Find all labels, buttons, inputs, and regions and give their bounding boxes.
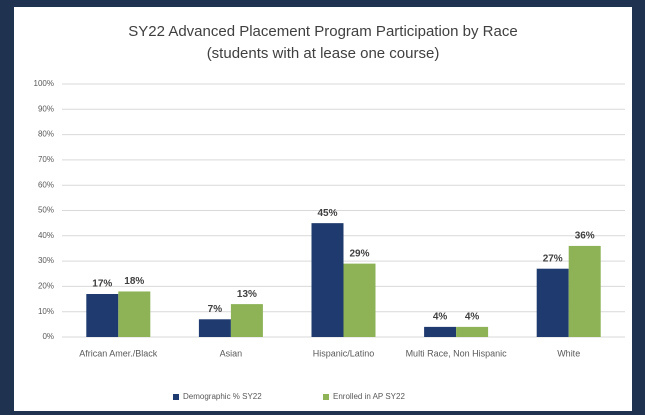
y-tick-label: 40% (38, 231, 54, 240)
y-tick-label: 100% (34, 79, 54, 88)
x-tick-label: Asian (220, 348, 243, 358)
bar (568, 245, 601, 337)
x-tick-label: Hispanic/Latino (313, 348, 375, 358)
y-tick-label: 10% (38, 307, 54, 316)
bar (536, 268, 569, 337)
value-label: 4% (433, 312, 448, 323)
bar (343, 263, 376, 337)
y-tick-label: 70% (38, 155, 54, 164)
value-label: 17% (92, 279, 112, 290)
value-label: 4% (465, 312, 480, 323)
value-label: 45% (317, 208, 337, 219)
legend-swatch (323, 394, 329, 400)
value-label: 36% (575, 231, 595, 242)
bar (118, 291, 151, 337)
legend-swatch (173, 394, 179, 400)
bar (311, 223, 344, 337)
y-tick-label: 50% (38, 206, 54, 215)
value-label: 18% (124, 276, 144, 287)
chart-subtitle: (students with at lease one course) (207, 45, 440, 62)
y-tick-label: 0% (42, 332, 54, 341)
bar (230, 304, 263, 337)
value-label: 29% (349, 248, 369, 259)
x-tick-label: Multi Race, Non Hispanic (406, 348, 508, 358)
value-label: 13% (237, 289, 257, 300)
legend-label: Demographic % SY22 (183, 392, 262, 401)
value-label: 7% (208, 304, 223, 315)
value-label: 27% (543, 253, 563, 264)
bar (86, 293, 119, 337)
y-tick-label: 30% (38, 256, 54, 265)
y-tick-label: 90% (38, 104, 54, 113)
x-tick-label: White (557, 348, 580, 358)
legend-label: Enrolled in AP SY22 (333, 392, 405, 401)
y-tick-label: 60% (38, 180, 54, 189)
chart-title: SY22 Advanced Placement Program Particip… (128, 23, 517, 40)
bar (424, 326, 457, 337)
bar (456, 326, 489, 337)
y-tick-label: 80% (38, 130, 54, 139)
x-tick-label: African Amer./Black (79, 348, 158, 358)
bar (198, 319, 231, 337)
chart-background (14, 7, 632, 411)
y-tick-label: 20% (38, 282, 54, 291)
